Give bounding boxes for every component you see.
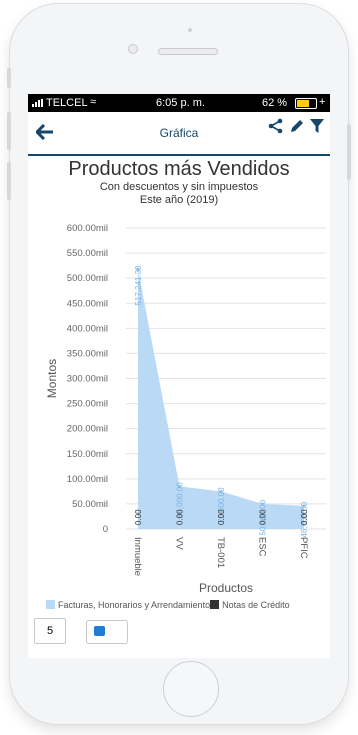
chart-legend: Facturas, Honorarios y Arrendamiento Nota… — [46, 600, 290, 610]
data-point-facturas — [261, 502, 264, 506]
data-label-notas: 0.00 — [134, 509, 143, 525]
data-label-facturas: 85,000.00 — [176, 482, 185, 518]
data-label-facturas: 75,000.00 — [217, 487, 226, 523]
legend-label-facturas[interactable]: Facturas, Honorarios y Arrendamiento — [58, 600, 211, 610]
mute-switch — [7, 68, 11, 88]
status-time: 6:05 p. m. — [156, 97, 205, 109]
data-label-facturas: 46,000.00 — [300, 501, 309, 537]
arrow-left-icon[interactable] — [36, 124, 54, 140]
front-camera — [128, 44, 138, 54]
screen: TELCEL ≈ 6:05 p. m. 62 % + Gráfica Produ… — [28, 94, 330, 658]
battery-percent: 62 % — [262, 97, 288, 109]
battery-icon — [295, 98, 317, 109]
y-tick-label: 550.00mil — [67, 248, 108, 259]
data-label-facturas: 50,000.00 — [259, 499, 268, 535]
chart-subtitle: Con descuentos y sin impuestos — [99, 181, 259, 193]
charging-icon: + — [319, 96, 326, 108]
data-label-notas: 0.00 — [176, 509, 185, 525]
x-tick-label: VV — [174, 537, 185, 550]
wifi-icon: ≈ — [90, 96, 97, 108]
series-area-facturas — [138, 269, 304, 529]
carrier-label: TELCEL — [46, 97, 88, 109]
page-size-input[interactable]: 5 — [34, 618, 66, 644]
data-label-notas: 0.00 — [300, 509, 309, 525]
app-toolbar: Gráfica — [28, 112, 330, 156]
x-tick-label: ESC — [257, 537, 268, 557]
y-tick-label: 200.00mil — [67, 424, 108, 435]
y-tick-label: 150.00mil — [67, 449, 108, 460]
y-tick-label: 450.00mil — [67, 298, 108, 309]
y-tick-label: 300.00mil — [67, 374, 108, 385]
earpiece-speaker — [158, 48, 218, 55]
filter-icon[interactable] — [310, 118, 324, 134]
x-tick-label: PFIC — [298, 537, 309, 559]
toolbar-title: Gráfica — [159, 126, 199, 140]
chart-title: Productos más Vendidos — [68, 158, 290, 180]
volume-up-button — [7, 112, 11, 150]
home-button[interactable] — [163, 661, 219, 717]
y-tick-label: 350.00mil — [67, 348, 108, 359]
volume-down-button — [7, 162, 11, 200]
data-label-notas: 0.00 — [259, 509, 268, 525]
y-axis-title: Montos — [45, 359, 59, 398]
x-tick-label: Inmueble — [132, 537, 143, 576]
status-bar: TELCEL ≈ 6:05 p. m. 62 % + — [28, 94, 330, 112]
signal-icon — [32, 99, 44, 107]
y-tick-label: 400.00mil — [67, 323, 108, 334]
share-icon[interactable] — [268, 118, 284, 134]
area-chart: 0 50.00mil 100.00mil 150.00mil 200.00mil 250.… — [45, 223, 326, 594]
pencil-icon[interactable] — [289, 118, 305, 134]
data-label-notas: 0.00 — [217, 509, 226, 525]
proximity-sensor — [188, 28, 192, 32]
data-point-facturas — [219, 489, 223, 493]
y-tick-label: 0 — [103, 524, 108, 535]
power-button — [347, 124, 351, 180]
data-point-facturas — [136, 268, 140, 272]
chart-period: Este año (2019) — [139, 194, 219, 206]
legend-swatch-facturas — [46, 600, 55, 609]
data-label-facturas: 517,241.38 — [134, 265, 143, 306]
data-point-facturas — [302, 504, 306, 508]
y-tick-label: 500.00mil — [67, 273, 108, 284]
toggle-knob — [94, 626, 105, 636]
y-tick-label: 600.00mil — [67, 223, 108, 234]
y-tick-label: 100.00mil — [67, 474, 108, 485]
x-tick-label: TB-001 — [215, 537, 226, 568]
chart-toggle[interactable] — [86, 620, 128, 644]
x-axis-title: Productos — [199, 581, 253, 594]
y-tick-label: 50.00mil — [72, 499, 108, 510]
data-point-facturas — [178, 484, 181, 488]
legend-swatch-notas — [210, 600, 220, 609]
y-tick-label: 250.00mil — [67, 399, 108, 410]
legend-label-notas[interactable]: Notas de Crédito — [222, 600, 290, 610]
